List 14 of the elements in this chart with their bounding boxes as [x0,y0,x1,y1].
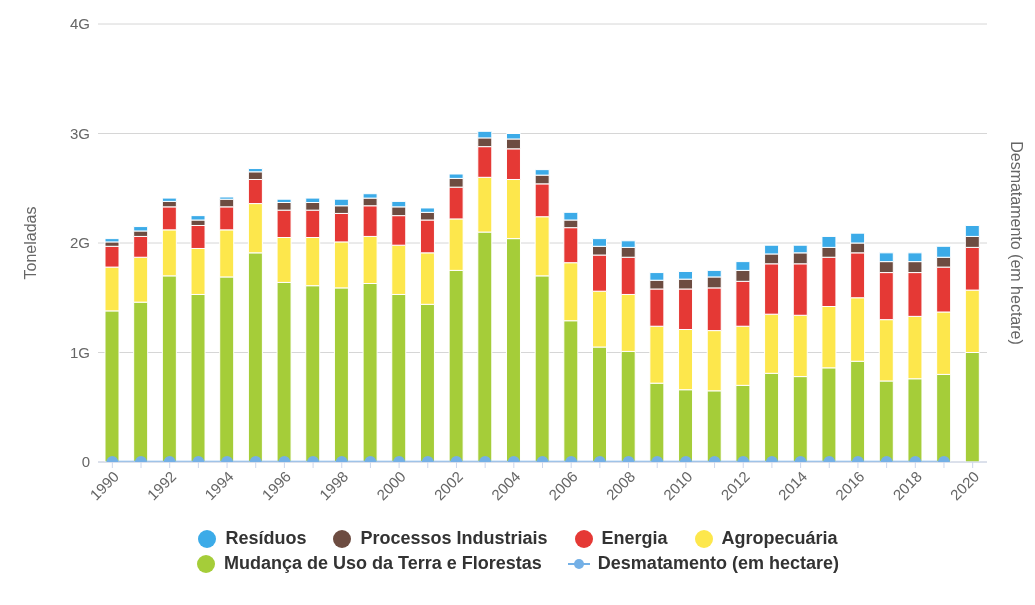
y-tick-label: 4G [69,15,90,33]
y-tick-label: 1G [69,343,90,361]
legend-label: Agropecuária [720,528,838,549]
legend-label: Energia [600,528,668,549]
y-tick-label: 0 [81,453,90,471]
y-tick-label: 3G [69,124,90,142]
legend-label: Desmatamento (em hectare) [596,553,839,574]
legend-label: Mudança de Uso da Terra e Florestas [223,553,542,574]
legend-label: Resíduos [224,528,307,549]
y2-axis-title: Desmatamento (em hectare) [1008,141,1026,345]
y-axis-title: Toneladas [21,206,39,280]
legend-label: Processos Industriais [359,528,548,549]
bar [104,238,120,243]
y-tick-label: 2G [69,234,90,252]
